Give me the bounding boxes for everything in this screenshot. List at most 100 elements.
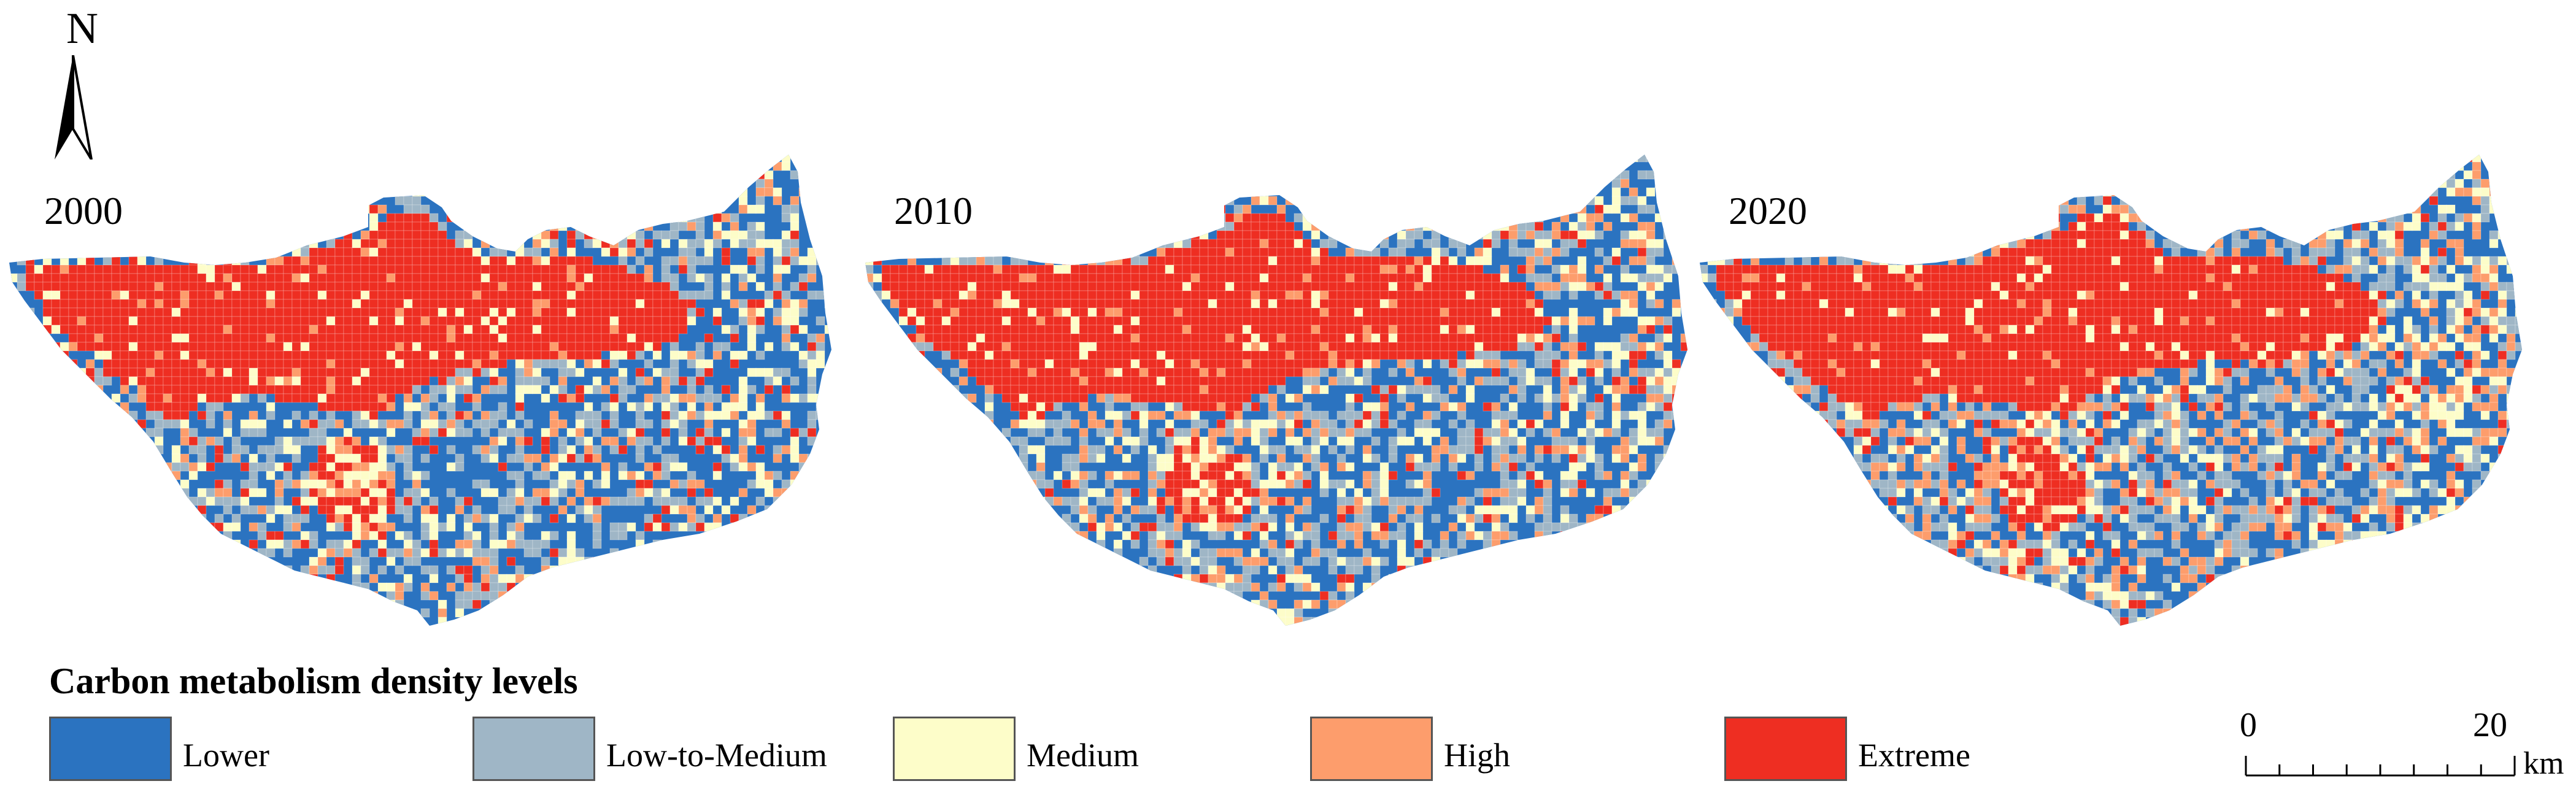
grid-cell — [231, 316, 241, 326]
grid-cell — [429, 591, 439, 601]
grid-cell — [1620, 155, 1630, 163]
grid-cell — [1268, 155, 1278, 163]
grid-cell — [687, 385, 696, 394]
grid-cell — [9, 307, 18, 317]
grid-cell — [120, 299, 129, 309]
grid-cell — [755, 582, 765, 592]
grid-cell — [798, 393, 808, 403]
grid-cell — [455, 376, 465, 386]
grid-cell — [566, 513, 576, 523]
grid-cell — [249, 325, 258, 334]
grid-cell — [764, 574, 774, 583]
grid-cell — [781, 342, 791, 352]
grid-cell — [1534, 170, 1544, 180]
grid-cell — [524, 634, 533, 643]
grid-cell — [575, 230, 585, 240]
grid-cell — [283, 582, 293, 592]
grid-cell — [180, 385, 190, 394]
grid-cell — [1362, 161, 1372, 171]
grid-cell — [463, 307, 473, 317]
grid-cell — [291, 445, 301, 455]
grid-cell — [1259, 282, 1269, 291]
grid-cell — [446, 428, 456, 437]
grid-cell — [1010, 290, 1020, 300]
grid-cell — [446, 342, 456, 352]
grid-cell — [1629, 196, 1638, 206]
grid-cell — [1113, 204, 1123, 214]
grid-cell — [833, 540, 842, 548]
grid-cell — [455, 359, 465, 369]
grid-cell — [283, 625, 293, 626]
grid-cell — [420, 273, 430, 283]
grid-cell — [549, 479, 559, 489]
grid-cell — [352, 410, 361, 420]
grid-cell — [1637, 204, 1647, 214]
grid-cell — [206, 522, 215, 532]
grid-cell — [420, 307, 430, 317]
grid-cell — [145, 350, 155, 360]
grid-cell — [25, 155, 35, 163]
grid-cell — [833, 231, 842, 239]
grid-cell — [1294, 179, 1303, 188]
grid-cell — [523, 213, 533, 223]
grid-cell — [274, 367, 284, 377]
grid-cell — [180, 402, 190, 412]
grid-cell — [137, 273, 147, 283]
grid-cell — [523, 574, 533, 583]
grid-cell — [898, 264, 908, 274]
grid-cell — [558, 471, 568, 480]
grid-cell — [266, 539, 276, 549]
grid-cell — [755, 539, 765, 549]
grid-cell — [51, 522, 61, 532]
grid-cell — [842, 454, 850, 463]
grid-cell — [1276, 230, 1286, 240]
grid-cell — [541, 307, 550, 317]
grid-cell — [154, 436, 164, 446]
grid-cell — [755, 479, 765, 489]
grid-cell — [257, 393, 267, 403]
grid-cell — [523, 625, 533, 626]
grid-cell — [1500, 299, 1510, 309]
grid-cell — [984, 273, 994, 283]
grid-cell — [240, 462, 250, 472]
grid-cell — [480, 350, 490, 360]
grid-cell — [240, 342, 250, 352]
grid-cell — [1053, 221, 1063, 231]
grid-cell — [412, 325, 422, 334]
grid-cell — [326, 634, 335, 643]
grid-cell — [240, 290, 250, 300]
grid-cell — [1543, 256, 1552, 266]
grid-cell — [214, 239, 224, 248]
map-panel-2010: 2010 — [856, 153, 1715, 663]
grid-cell — [1105, 247, 1114, 257]
grid-cell — [695, 445, 705, 455]
grid-cell — [51, 299, 61, 309]
grid-cell — [1457, 239, 1467, 248]
grid-cell — [950, 213, 960, 223]
grid-cell — [1010, 196, 1020, 206]
grid-cell — [1491, 155, 1501, 163]
grid-cell — [1440, 256, 1449, 266]
grid-cell — [790, 299, 800, 309]
grid-cell — [790, 522, 800, 532]
grid-cell — [1560, 230, 1570, 240]
grid-cell — [993, 299, 1003, 309]
grid-cell — [317, 462, 327, 472]
grid-cell — [369, 179, 379, 188]
grid-cell — [145, 299, 155, 309]
grid-cell — [257, 299, 267, 309]
grid-cell — [498, 342, 507, 352]
grid-cell — [764, 410, 774, 420]
grid-cell — [51, 170, 61, 180]
grid-cell — [1336, 230, 1346, 240]
grid-cell — [1534, 247, 1544, 257]
grid-cell — [283, 299, 293, 309]
grid-cell — [1130, 273, 1140, 283]
grid-cell — [941, 213, 951, 223]
grid-cell — [249, 179, 258, 188]
grid-cell — [842, 274, 850, 282]
grid-cell — [137, 196, 147, 206]
grid-cell — [386, 548, 396, 558]
grid-cell — [154, 548, 164, 558]
grid-cell — [1646, 221, 1656, 231]
